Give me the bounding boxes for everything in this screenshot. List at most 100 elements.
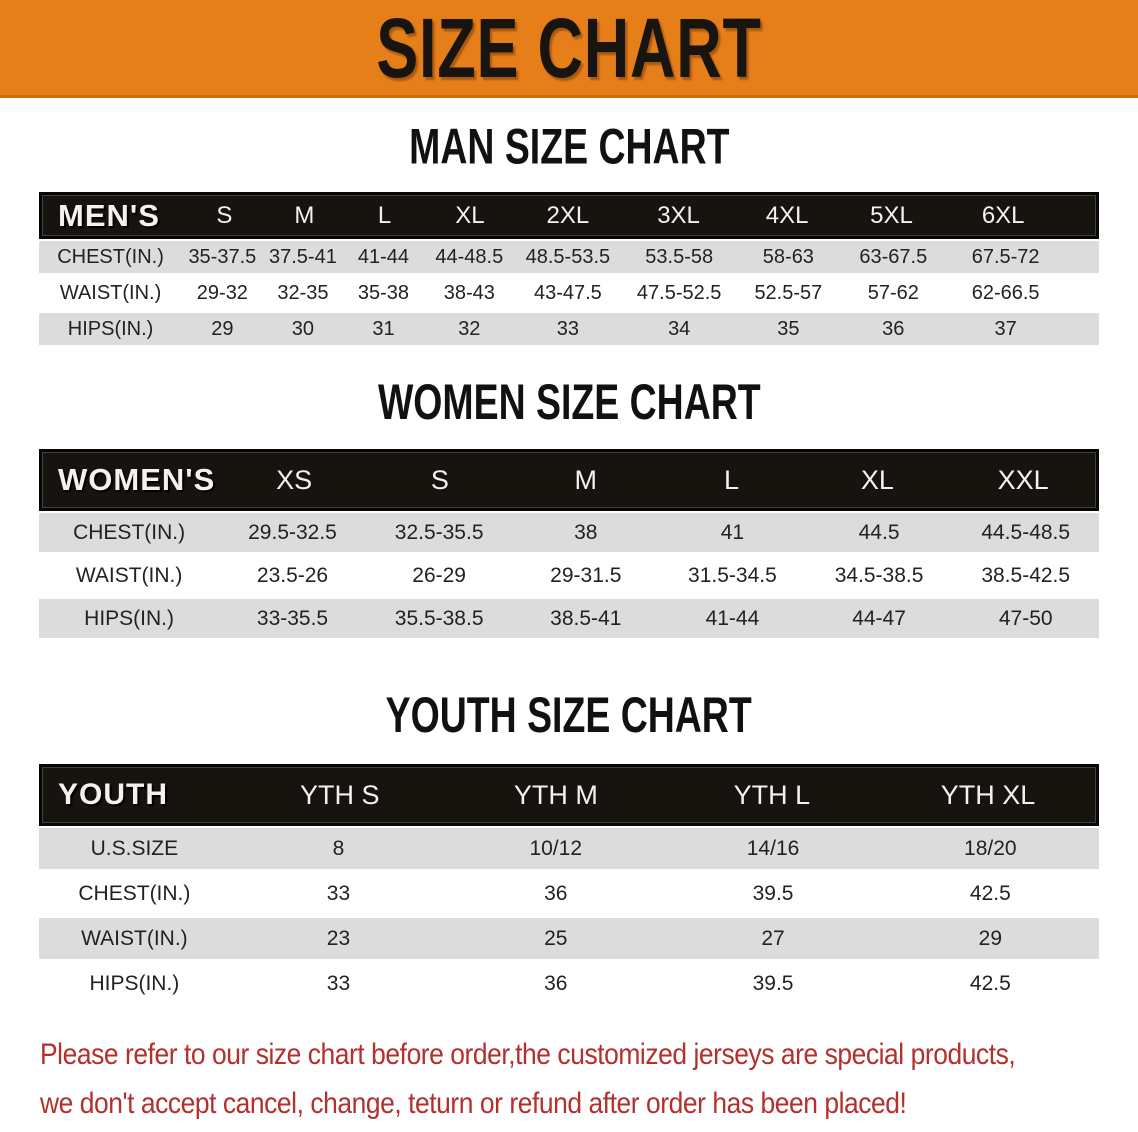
value-cell: 25 bbox=[544, 926, 568, 950]
value-cell: 29 bbox=[211, 317, 234, 340]
value-cell: 36 bbox=[882, 317, 905, 340]
women-size-heading: WOMEN SIZE CHART bbox=[0, 375, 1138, 430]
value-cell: 31.5-34.5 bbox=[688, 563, 777, 587]
value-cell: 8 bbox=[332, 836, 345, 860]
size-column-header: YTH M bbox=[513, 779, 598, 810]
youth-size-heading-text: YOUTH SIZE CHART bbox=[385, 687, 753, 744]
value-cell: 37.5-41 bbox=[268, 245, 337, 268]
row-label: WAIST(IN.) bbox=[75, 563, 183, 587]
value-cell: 34.5-38.5 bbox=[834, 563, 924, 587]
table-row: CHEST(IN.) 29.5-32.5 32.5-35.5 38 41 44.5 44.5… bbox=[39, 511, 1099, 554]
value-cell: 38 bbox=[574, 520, 598, 544]
table-row: HIPS(IN.) 29 30 31 32 33 34 35 36 37 bbox=[39, 311, 1099, 347]
table-row: CHEST(IN.) 35-37.5 37.5-41 41-44 44-48.5 48.5… bbox=[39, 239, 1099, 275]
table-row: CHEST(IN.) 33 36 39.5 42.5 bbox=[39, 871, 1099, 916]
men-size-table: MEN'S S M L XL 2XL 3XL 4XL 5XL 6XL CHEST(IN.) 35-37… bbox=[39, 192, 1099, 347]
size-column-header: YTH XL bbox=[940, 779, 1036, 810]
size-column-header: XL bbox=[455, 201, 485, 229]
banner: SIZE CHART bbox=[0, 0, 1138, 98]
corner-label: WOMEN'S bbox=[58, 462, 216, 497]
size-column-header: XXL bbox=[997, 464, 1049, 495]
value-cell: 27 bbox=[761, 926, 785, 950]
value-cell: 26-29 bbox=[412, 563, 466, 587]
youth-size-section: YOUTH SIZE CHART YOUTH YTH S YTH M YTH L YTH… bbox=[0, 687, 1138, 1006]
size-column-header: YTH L bbox=[733, 779, 811, 810]
table-row: WAIST(IN.) 29-32 32-35 35-38 38-43 43-47.5 47.… bbox=[39, 275, 1099, 311]
women-size-section: WOMEN SIZE CHART WOMEN'S XS S M L XL XXL CHEST(… bbox=[0, 375, 1138, 640]
row-label: HIPS(IN.) bbox=[67, 317, 154, 340]
size-column-header: 2XL bbox=[546, 201, 590, 229]
value-cell: 43-47.5 bbox=[533, 281, 602, 304]
table-header-row: YOUTH YTH S YTH M YTH L YTH XL bbox=[39, 764, 1099, 826]
size-column-header: L bbox=[724, 464, 740, 495]
value-cell: 38.5-41 bbox=[550, 606, 622, 630]
size-column-header: L bbox=[377, 201, 392, 229]
value-cell: 58-63 bbox=[762, 245, 814, 268]
table-header-row: WOMEN'S XS S M L XL XXL bbox=[39, 449, 1099, 511]
corner-label: YOUTH bbox=[58, 778, 168, 811]
value-cell: 42.5 bbox=[969, 881, 1011, 905]
table-header-row: MEN'S S M L XL 2XL 3XL 4XL 5XL 6XL bbox=[39, 192, 1099, 239]
value-cell: 52.5-57 bbox=[754, 281, 823, 304]
corner-label: MEN'S bbox=[58, 197, 160, 233]
value-cell: 36 bbox=[544, 971, 568, 995]
value-cell: 32.5-35.5 bbox=[394, 520, 484, 544]
size-column-header: XL bbox=[860, 464, 894, 495]
value-cell: 47-50 bbox=[998, 606, 1053, 630]
value-cell: 39.5 bbox=[752, 971, 794, 995]
table-row: HIPS(IN.) 33 36 39.5 42.5 bbox=[39, 961, 1099, 1006]
row-label: CHEST(IN.) bbox=[73, 520, 186, 544]
value-cell: 35 bbox=[777, 317, 800, 340]
value-cell: 14/16 bbox=[746, 836, 800, 860]
value-cell: 23.5-26 bbox=[256, 563, 329, 587]
value-cell: 53.5-58 bbox=[645, 245, 714, 268]
disclaimer: Please refer to our size chart before or… bbox=[40, 1030, 1138, 1128]
value-cell: 29.5-32.5 bbox=[248, 520, 337, 544]
value-cell: 36 bbox=[544, 881, 568, 905]
row-label: U.S.SIZE bbox=[90, 836, 179, 860]
value-cell: 67.5-72 bbox=[971, 245, 1040, 268]
value-cell: 41 bbox=[720, 520, 745, 544]
value-cell: 39.5 bbox=[752, 881, 794, 905]
value-cell: 33 bbox=[556, 317, 580, 340]
row-label: WAIST(IN.) bbox=[59, 281, 162, 304]
size-column-header: 6XL bbox=[981, 201, 1025, 229]
size-column-header: S bbox=[430, 464, 449, 495]
value-cell: 23 bbox=[326, 926, 351, 950]
value-cell: 10/12 bbox=[529, 836, 583, 860]
size-column-header: 4XL bbox=[765, 201, 809, 229]
row-label: WAIST(IN.) bbox=[81, 926, 188, 950]
row-label: HIPS(IN.) bbox=[84, 606, 175, 630]
value-cell: 35-37.5 bbox=[188, 245, 257, 268]
size-column-header: XS bbox=[276, 464, 313, 495]
value-cell: 48.5-53.5 bbox=[525, 245, 611, 268]
value-cell: 34 bbox=[668, 317, 691, 340]
value-cell: 35-38 bbox=[357, 281, 410, 304]
disclaimer-line-1: Please refer to our size chart before or… bbox=[40, 1038, 1016, 1071]
youth-size-table: YOUTH YTH S YTH M YTH L YTH XL U.S.SIZE 8 10/12… bbox=[39, 764, 1099, 1006]
row-label: CHEST(IN.) bbox=[78, 881, 191, 905]
value-cell: 32-35 bbox=[277, 281, 329, 304]
table-row: WAIST(IN.) 23.5-26 26-29 29-31.5 31.5-34.5 34… bbox=[39, 554, 1099, 597]
value-cell: 31 bbox=[372, 317, 395, 340]
table-row: HIPS(IN.) 33-35.5 35.5-38.5 38.5-41 41-44 44-… bbox=[39, 597, 1099, 640]
value-cell: 33-35.5 bbox=[256, 606, 329, 630]
value-cell: 41-44 bbox=[705, 606, 760, 630]
table-row: WAIST(IN.) 23 25 27 29 bbox=[39, 916, 1099, 961]
man-size-heading-text: MAN SIZE CHART bbox=[408, 119, 730, 176]
table-row: U.S.SIZE 8 10/12 14/16 18/20 bbox=[39, 826, 1099, 871]
value-cell: 38.5-42.5 bbox=[981, 563, 1071, 587]
size-column-header: S bbox=[216, 201, 233, 229]
man-size-heading: MAN SIZE CHART bbox=[0, 119, 1138, 176]
row-label: HIPS(IN.) bbox=[89, 971, 180, 995]
value-cell: 33 bbox=[326, 881, 351, 905]
value-cell: 63-67.5 bbox=[859, 245, 928, 268]
value-cell: 35.5-38.5 bbox=[394, 606, 484, 630]
value-cell: 44-48.5 bbox=[435, 245, 504, 268]
value-cell: 37 bbox=[994, 317, 1017, 340]
women-size-table: WOMEN'S XS S M L XL XXL CHEST(IN.) 29.5-32.5 32.5… bbox=[39, 449, 1099, 640]
man-size-section: MAN SIZE CHART MEN'S S M L XL 2XL 3XL 4XL 5XL 6XL… bbox=[0, 119, 1138, 347]
value-cell: 47.5-52.5 bbox=[636, 281, 722, 304]
value-cell: 30 bbox=[291, 317, 315, 340]
value-cell: 33 bbox=[326, 971, 351, 995]
